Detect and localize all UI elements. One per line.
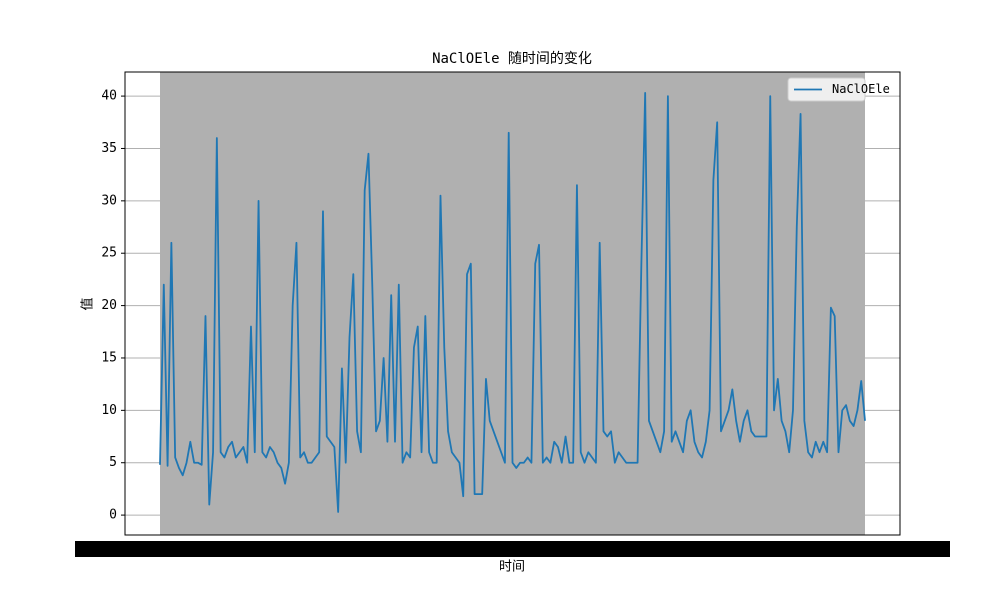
- y-axis-label: 值: [80, 297, 96, 310]
- legend: NaClOEle: [787, 77, 890, 102]
- y-tick-label: 30: [101, 193, 117, 208]
- x-tick-labels-overlap: [75, 541, 950, 557]
- y-tick-label: 15: [101, 350, 117, 365]
- y-tick-label: 25: [101, 246, 117, 261]
- y-tick-label: 10: [101, 403, 117, 418]
- dense-x-grid: [160, 72, 865, 535]
- legend-box: [787, 77, 866, 102]
- y-tick-label: 35: [101, 141, 117, 156]
- y-tick-label: 5: [109, 455, 117, 470]
- y-tick-label: 0: [109, 508, 117, 523]
- x-axis-label: 时间: [499, 560, 525, 575]
- y-tick-label: 40: [101, 89, 117, 104]
- legend-label: NaClOEle: [832, 82, 890, 96]
- chart-title: NaClOEle 随时间的变化: [432, 51, 592, 67]
- axes-frame: [124, 71, 901, 536]
- y-tick-label: 20: [101, 298, 117, 313]
- data-line: [159, 92, 866, 513]
- plot: [159, 92, 866, 513]
